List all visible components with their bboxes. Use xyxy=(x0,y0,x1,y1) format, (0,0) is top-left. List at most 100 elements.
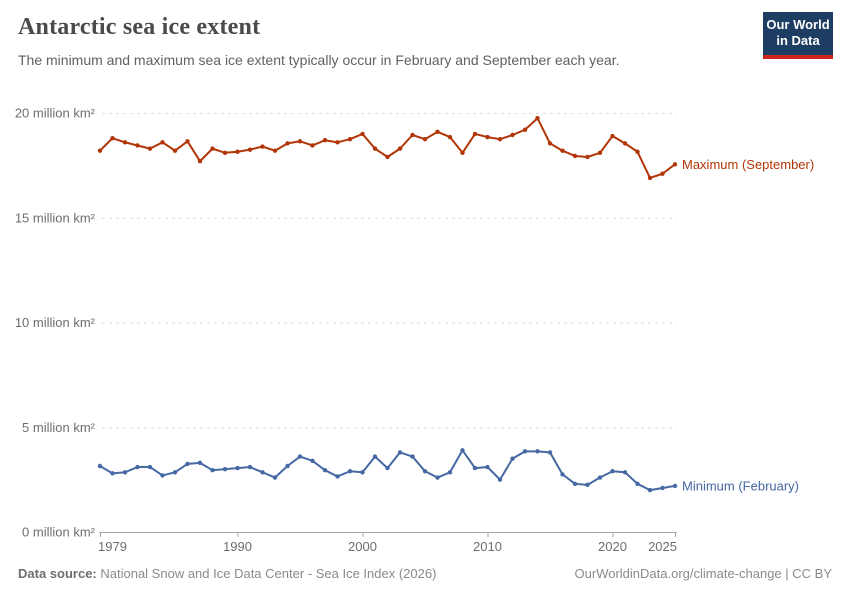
series-point-minimum xyxy=(660,485,665,491)
y-tick-label: 5 million km² xyxy=(22,420,96,435)
series-point-maximum xyxy=(597,150,603,156)
series-point-minimum xyxy=(335,474,340,479)
series-point-minimum xyxy=(222,466,228,472)
series-label-maximum[interactable]: Maximum (September) xyxy=(682,157,814,172)
series-point-minimum xyxy=(610,469,615,474)
series-point-maximum xyxy=(310,143,315,148)
chart-subtitle: The minimum and maximum sea ice extent t… xyxy=(18,52,620,68)
series-point-maximum xyxy=(322,138,328,143)
series-point-minimum xyxy=(422,469,428,474)
series-point-minimum xyxy=(510,456,515,461)
series-point-minimum xyxy=(385,465,390,471)
x-tick-label: 2025 xyxy=(648,539,677,554)
series-point-minimum xyxy=(197,460,203,466)
y-tick-label: 20 million km² xyxy=(15,106,96,121)
series-point-minimum xyxy=(247,464,253,470)
x-tick-label: 2010 xyxy=(473,539,502,554)
series-point-minimum xyxy=(485,464,490,470)
series-point-maximum xyxy=(472,131,478,137)
y-tick-label: 15 million km² xyxy=(15,210,96,225)
series-point-minimum xyxy=(160,473,165,478)
series-point-maximum xyxy=(260,144,265,149)
series-point-maximum xyxy=(435,129,440,135)
series-point-maximum xyxy=(97,148,103,153)
series-point-minimum xyxy=(172,470,178,475)
series-point-maximum xyxy=(160,140,165,145)
data-source-label: Data source: xyxy=(18,566,97,581)
series-point-maximum xyxy=(197,158,203,164)
series-point-minimum xyxy=(397,450,403,455)
series-point-minimum xyxy=(585,482,590,488)
series-point-maximum xyxy=(185,139,190,144)
series-line-maximum xyxy=(99,117,676,179)
series-point-minimum xyxy=(235,465,240,471)
series-point-maximum xyxy=(510,132,515,138)
series-point-maximum xyxy=(210,146,215,151)
series-point-maximum xyxy=(410,132,415,138)
series-point-maximum xyxy=(497,136,503,142)
chart-footer: Data source: National Snow and Ice Data … xyxy=(18,566,832,581)
data-source-note: Data source: National Snow and Ice Data … xyxy=(18,566,436,581)
series-point-maximum xyxy=(610,133,615,139)
series-point-minimum xyxy=(597,475,603,480)
series-point-maximum xyxy=(522,127,528,132)
series-point-minimum xyxy=(347,469,353,474)
series-point-maximum xyxy=(372,146,378,151)
series-point-minimum xyxy=(622,470,628,475)
series-point-minimum xyxy=(360,470,365,475)
series-point-minimum xyxy=(522,449,528,454)
series-point-minimum xyxy=(547,450,553,455)
series-point-minimum xyxy=(260,470,265,475)
series-point-maximum xyxy=(222,150,228,156)
x-tick-label: 2020 xyxy=(598,539,627,554)
series-point-minimum xyxy=(135,464,140,470)
chart-title: Antarctic sea ice extent xyxy=(18,14,261,40)
series-point-minimum xyxy=(147,464,153,470)
series-point-minimum xyxy=(572,481,578,487)
series-point-maximum xyxy=(660,171,665,176)
series-point-minimum xyxy=(497,477,503,482)
y-tick-label: 0 million km² xyxy=(22,525,96,540)
series-point-minimum xyxy=(460,448,465,453)
series-point-minimum xyxy=(560,472,565,477)
series-point-minimum xyxy=(447,470,453,475)
series-point-maximum xyxy=(647,175,653,181)
series-label-minimum[interactable]: Minimum (February) xyxy=(682,478,799,493)
series-point-maximum xyxy=(422,136,428,142)
owid-logo-text-line2: in Data xyxy=(776,33,820,49)
owid-logo-text-line1: Our World xyxy=(766,17,830,32)
series-point-maximum xyxy=(447,134,453,140)
series-point-maximum xyxy=(147,146,153,151)
series-point-maximum xyxy=(135,143,140,148)
x-tick-label: 1979 xyxy=(98,539,127,554)
series-point-minimum xyxy=(122,470,128,475)
series-point-maximum xyxy=(110,135,115,141)
series-point-maximum xyxy=(385,154,390,160)
series-point-maximum xyxy=(247,147,253,152)
series-point-minimum xyxy=(322,467,328,473)
series-point-maximum xyxy=(122,140,128,145)
series-point-maximum xyxy=(460,150,465,156)
series-point-maximum xyxy=(535,116,540,121)
data-source-text: National Snow and Ice Data Center - Sea … xyxy=(100,566,437,581)
series-point-minimum xyxy=(272,475,278,480)
series-point-minimum xyxy=(410,454,415,459)
series-point-maximum xyxy=(485,134,490,140)
series-point-maximum xyxy=(560,148,565,153)
series-point-maximum xyxy=(272,148,278,153)
owid-logo[interactable]: Our World in Data xyxy=(763,12,833,59)
attribution-link[interactable]: OurWorldinData.org/climate-change | CC B… xyxy=(574,566,832,581)
series-point-minimum xyxy=(635,481,640,487)
series-point-maximum xyxy=(285,141,290,146)
series-point-maximum xyxy=(672,162,678,167)
series-point-minimum xyxy=(210,467,215,473)
series-point-maximum xyxy=(635,149,640,154)
series-point-minimum xyxy=(435,475,440,480)
series-point-maximum xyxy=(347,136,353,142)
series-point-maximum xyxy=(335,140,340,145)
series-point-minimum xyxy=(672,483,678,489)
series-point-minimum xyxy=(472,465,478,471)
x-tick-label: 1990 xyxy=(223,539,252,554)
